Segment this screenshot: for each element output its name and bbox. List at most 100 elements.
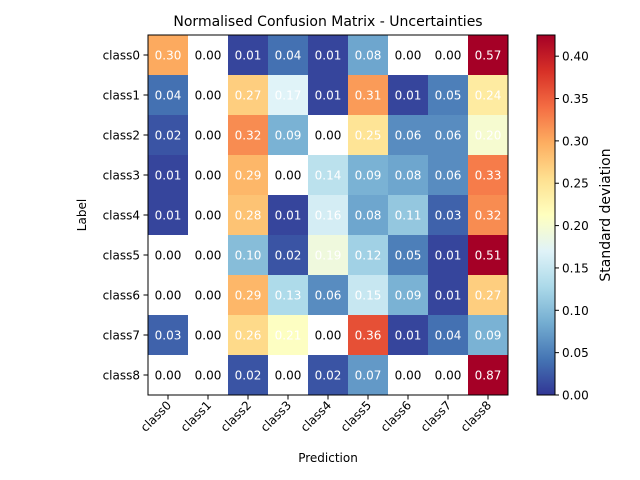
cell-value-label: 0.06: [435, 169, 462, 183]
heatmap-cell: [428, 315, 469, 356]
chart-title: Normalised Confusion Matrix - Uncertaint…: [173, 14, 482, 30]
cell-value-label: 0.00: [275, 169, 302, 183]
cell-value-label: 0.07: [355, 369, 382, 383]
y-tick-label: class2: [103, 129, 140, 143]
cell-value-label: 0.21: [275, 329, 302, 343]
cell-value-label: 0.14: [315, 169, 342, 183]
cell-value-label: 0.01: [435, 249, 462, 263]
y-axis-ticks: class0 class1 class2 class3 class4 class5 clas…: [103, 49, 148, 383]
cell-value-label: 0.09: [395, 289, 422, 303]
y-tick-label: class6: [103, 289, 140, 303]
colorbar-tick-label: 0.40: [562, 50, 589, 64]
heatmap-cell: [348, 195, 389, 236]
cell-value-label: 0.01: [435, 289, 462, 303]
heatmap-cell: [468, 315, 509, 356]
heatmap-cell: [428, 275, 469, 316]
x-tick-label: class3: [258, 398, 294, 434]
cell-value-label: 0.09: [475, 329, 502, 343]
heatmap-cell-labels: 0.30 0.00 0.01 0.04 0.01 0.08 0.00 0.00 0.57 0.04…: [155, 49, 502, 383]
cell-value-label: 0.16: [315, 209, 342, 223]
heatmap-cell: [228, 355, 269, 396]
cell-value-label: 0.01: [235, 49, 262, 63]
heatmap-cell: [388, 75, 429, 116]
y-tick-label: class7: [103, 329, 140, 343]
colorbar-tick-label: 0.15: [562, 261, 589, 275]
cell-value-label: 0.00: [195, 289, 222, 303]
heatmap-cell: [268, 115, 309, 156]
cell-value-label: 0.00: [315, 329, 342, 343]
cell-value-label: 0.00: [195, 209, 222, 223]
cell-value-label: 0.00: [195, 169, 222, 183]
cell-value-label: 0.00: [155, 369, 182, 383]
heatmap-cell: [148, 195, 189, 236]
heatmap-cell: [388, 115, 429, 156]
cell-value-label: 0.87: [475, 369, 502, 383]
colorbar-tick-label: 0.05: [562, 346, 589, 360]
heatmap-cell: [348, 315, 389, 356]
x-tick-label: class5: [338, 398, 374, 434]
heatmap-cell: [308, 35, 349, 76]
cell-value-label: 0.27: [475, 289, 502, 303]
heatmap-cell: [468, 115, 509, 156]
heatmap-cells: [148, 35, 509, 396]
cell-value-label: 0.13: [275, 289, 302, 303]
heatmap-cell: [468, 235, 509, 276]
heatmap-cell: [228, 155, 269, 196]
heatmap-cell: [268, 315, 309, 356]
cell-value-label: 0.01: [395, 329, 422, 343]
heatmap-cell: [348, 235, 389, 276]
cell-value-label: 0.03: [435, 209, 462, 223]
colorbar-tick-label: 0.35: [562, 92, 589, 106]
colorbar-label: Standard deviation: [598, 148, 614, 281]
heatmap-cell: [148, 75, 189, 116]
heatmap-cell: [228, 315, 269, 356]
x-tick-label: class2: [218, 398, 254, 434]
heatmap-cell: [428, 35, 469, 76]
heatmap-cell: [188, 235, 229, 276]
heatmap-cell: [308, 195, 349, 236]
cell-value-label: 0.00: [195, 369, 222, 383]
heatmap-cell: [348, 275, 389, 316]
heatmap-cell: [308, 155, 349, 196]
heatmap-cell: [388, 35, 429, 76]
heatmap-cell: [428, 115, 469, 156]
heatmap-cell: [308, 115, 349, 156]
heatmap-cell: [348, 115, 389, 156]
heatmap-cell: [308, 235, 349, 276]
cell-value-label: 0.02: [275, 249, 302, 263]
cell-value-label: 0.57: [475, 49, 502, 63]
cell-value-label: 0.06: [435, 129, 462, 143]
cell-value-label: 0.33: [475, 169, 502, 183]
cell-value-label: 0.02: [315, 369, 342, 383]
cell-value-label: 0.00: [195, 249, 222, 263]
cell-value-label: 0.09: [355, 169, 382, 183]
cell-value-label: 0.19: [315, 249, 342, 263]
cell-value-label: 0.32: [235, 129, 262, 143]
y-tick-label: class8: [103, 369, 140, 383]
cell-value-label: 0.05: [435, 89, 462, 103]
heatmap-frame: [147, 34, 509, 396]
x-tick-label: class1: [178, 398, 214, 434]
heatmap-cell: [188, 75, 229, 116]
heatmap-cell: [428, 195, 469, 236]
heatmap-cell: [348, 155, 389, 196]
x-tick-label: class6: [378, 398, 414, 434]
cell-value-label: 0.00: [155, 249, 182, 263]
cell-value-label: 0.00: [435, 369, 462, 383]
heatmap-cell: [388, 155, 429, 196]
heatmap-cell: [268, 275, 309, 316]
cell-value-label: 0.09: [275, 129, 302, 143]
colorbar-gradient: [536, 34, 556, 396]
cell-value-label: 0.00: [395, 49, 422, 63]
cell-value-label: 0.27: [235, 89, 262, 103]
colorbar-tick-label: 0.10: [562, 304, 589, 318]
cell-value-label: 0.08: [395, 169, 422, 183]
heatmap-cell: [428, 355, 469, 396]
cell-value-label: 0.04: [435, 329, 462, 343]
heatmap-cell: [228, 195, 269, 236]
heatmap-cell: [468, 35, 509, 76]
heatmap-cell: [468, 195, 509, 236]
cell-value-label: 0.26: [235, 329, 262, 343]
cell-value-label: 0.03: [155, 329, 182, 343]
